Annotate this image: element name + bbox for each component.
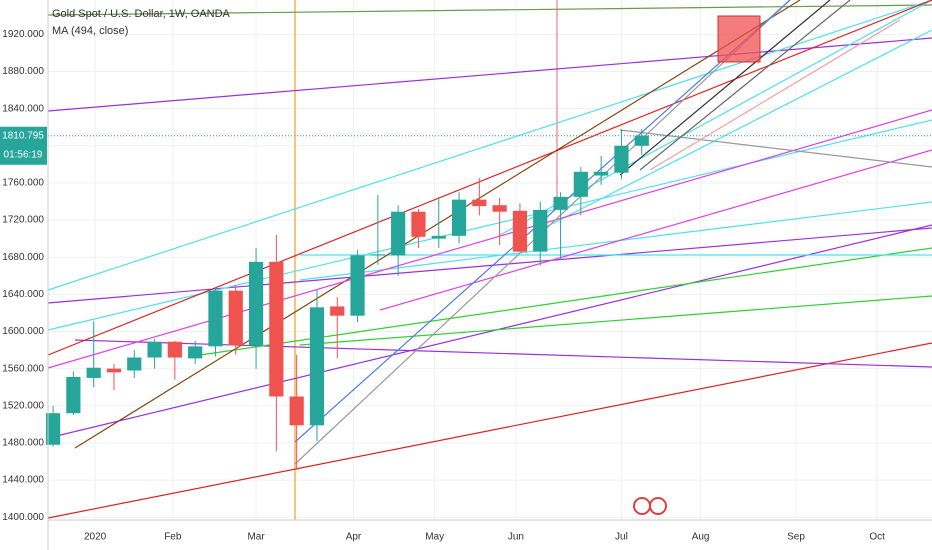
y-tick-label: 1400.000 <box>2 512 44 523</box>
y-tick-label: 1640.000 <box>2 289 44 300</box>
y-tick-label: 1720.000 <box>2 215 44 226</box>
candle-body <box>350 255 365 316</box>
trend-line <box>74 0 801 449</box>
countdown-label: 01:56:19 <box>4 149 43 160</box>
candle-body <box>188 346 203 359</box>
candle-body <box>533 209 548 252</box>
candle-body <box>512 210 528 252</box>
candle-body <box>127 357 142 371</box>
candle-body <box>147 341 162 358</box>
x-tick-label: Jul <box>615 532 628 543</box>
candle-body <box>309 307 325 426</box>
y-tick-label: 1440.000 <box>2 475 44 486</box>
trend-line <box>47 119 932 331</box>
candle-body <box>45 413 61 445</box>
x-tick-label: 2020 <box>84 532 107 543</box>
candle-body <box>66 377 81 414</box>
trend-line <box>47 342 932 519</box>
candle-body <box>269 261 284 397</box>
y-tick-label: 1600.000 <box>2 326 44 337</box>
candle-body <box>391 211 406 256</box>
price-tag <box>0 126 47 165</box>
candle-body <box>431 235 446 239</box>
x-tick-label: Aug <box>692 532 710 543</box>
candles <box>45 129 932 470</box>
candle-body <box>248 261 264 346</box>
trend-line <box>499 0 932 236</box>
trend-line <box>619 0 831 176</box>
x-tick-label: May <box>425 532 444 543</box>
candle-body <box>573 171 588 197</box>
x-tick-label: Sep <box>787 532 805 543</box>
chart-title: Gold Spot / U.S. Dollar, 1W, OANDA <box>52 8 231 20</box>
indicator-label: MA (494, close) <box>52 25 128 37</box>
x-tick-label: Apr <box>346 532 362 543</box>
y-tick-label: 1520.000 <box>2 400 44 411</box>
y-tick-label: 1920.000 <box>2 29 44 40</box>
trend-lines <box>47 0 932 520</box>
candle-body <box>614 145 629 173</box>
candle-body <box>86 367 101 378</box>
y-tick-label: 1480.000 <box>2 438 44 449</box>
y-tick-label: 1840.000 <box>2 103 44 114</box>
x-tick-label: Jun <box>508 532 524 543</box>
trend-line <box>47 227 932 304</box>
candle-body <box>634 135 649 146</box>
candle-body <box>451 199 467 236</box>
target-box <box>717 15 761 63</box>
candle-body <box>289 396 304 426</box>
trend-line <box>539 29 932 231</box>
y-tick-label: 1880.000 <box>2 66 44 77</box>
candle-body <box>553 196 568 210</box>
trend-line <box>47 0 932 291</box>
candle-body <box>492 205 507 212</box>
candle-body <box>106 368 122 373</box>
trend-line <box>47 224 932 439</box>
candle-body <box>472 199 487 207</box>
x-tick-label: Oct <box>869 532 885 543</box>
event-icon[interactable] <box>633 497 651 515</box>
trend-line <box>649 19 901 171</box>
candle-body <box>208 290 223 347</box>
trend-line <box>47 0 932 356</box>
y-tick-label: 1680.000 <box>2 252 44 263</box>
event-icon[interactable] <box>649 497 667 515</box>
y-tick-label: 1760.000 <box>2 178 44 189</box>
candle-body <box>167 341 182 358</box>
x-tick-label: Mar <box>247 532 265 543</box>
candle-body <box>411 211 426 237</box>
candle-body <box>228 290 243 346</box>
price-tag-label: 1810.795 <box>2 130 44 141</box>
candle-body <box>594 171 609 176</box>
candle-body <box>330 306 345 316</box>
candle-body <box>370 254 385 256</box>
trend-line <box>47 109 932 369</box>
trend-line <box>639 0 851 171</box>
trend-line <box>47 4 932 16</box>
trend-line <box>299 295 932 346</box>
y-tick-label: 1560.000 <box>2 363 44 374</box>
x-tick-label: Feb <box>164 532 182 543</box>
trend-line <box>47 37 932 112</box>
